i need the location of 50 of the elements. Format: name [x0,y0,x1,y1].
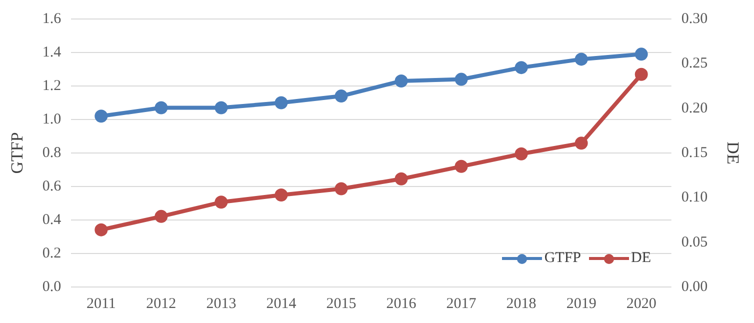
point [634,68,648,81]
x-tick-label: 2019 [566,296,596,312]
y-tick-label: 1.2 [42,78,62,94]
x-tick-label: 2018 [506,296,536,312]
point [334,182,348,196]
legend-label: DE [631,250,652,267]
legend-label: GTFP [544,250,582,267]
x-tick-label: 2015 [326,296,356,312]
point [454,72,468,86]
point [574,136,588,150]
x-tick-label: 2017 [446,296,477,312]
x-tick-label: 2013 [206,296,236,312]
point [514,147,528,160]
y2-tick-label: 0.20 [681,100,708,116]
point [334,90,348,103]
y-tick-label: 1.4 [42,44,62,60]
point [94,110,108,123]
point [514,61,528,74]
point [394,172,408,186]
point [574,52,588,66]
y2-axis-title: DE [723,142,742,164]
y2-tick-label: 0.00 [681,278,708,295]
y-tick-label: 0.0 [42,278,62,295]
point [394,74,408,88]
y2-tick-label: 0.25 [681,56,708,72]
y-tick-label: 1.0 [42,111,62,128]
y-tick-label: 0.8 [42,144,62,161]
y2-tick-label: 0.05 [681,234,708,250]
x-tick-label: 2012 [146,296,176,312]
point [214,101,228,114]
point [154,101,168,114]
point [634,48,648,61]
x-tick-label: 2011 [86,296,116,312]
y-tick-label: 0.2 [42,245,62,262]
y2-tick-label: 0.10 [681,190,708,206]
y-tick-label: 0.4 [42,212,62,228]
x-tick-label: 2014 [266,296,297,312]
y2-tick-label: 0.30 [681,10,708,27]
point [454,160,468,173]
y-tick-label: 0.6 [42,178,62,194]
point [94,223,108,236]
point [274,188,288,202]
x-tick-label: 2020 [626,296,656,312]
y2-tick-label: 0.15 [681,144,708,161]
point [274,96,288,110]
y-axis-title: GTFP [8,132,27,174]
point [154,210,168,223]
y-tick-label: 1.6 [42,10,62,27]
point [214,196,228,209]
x-tick-label: 2016 [386,296,417,312]
